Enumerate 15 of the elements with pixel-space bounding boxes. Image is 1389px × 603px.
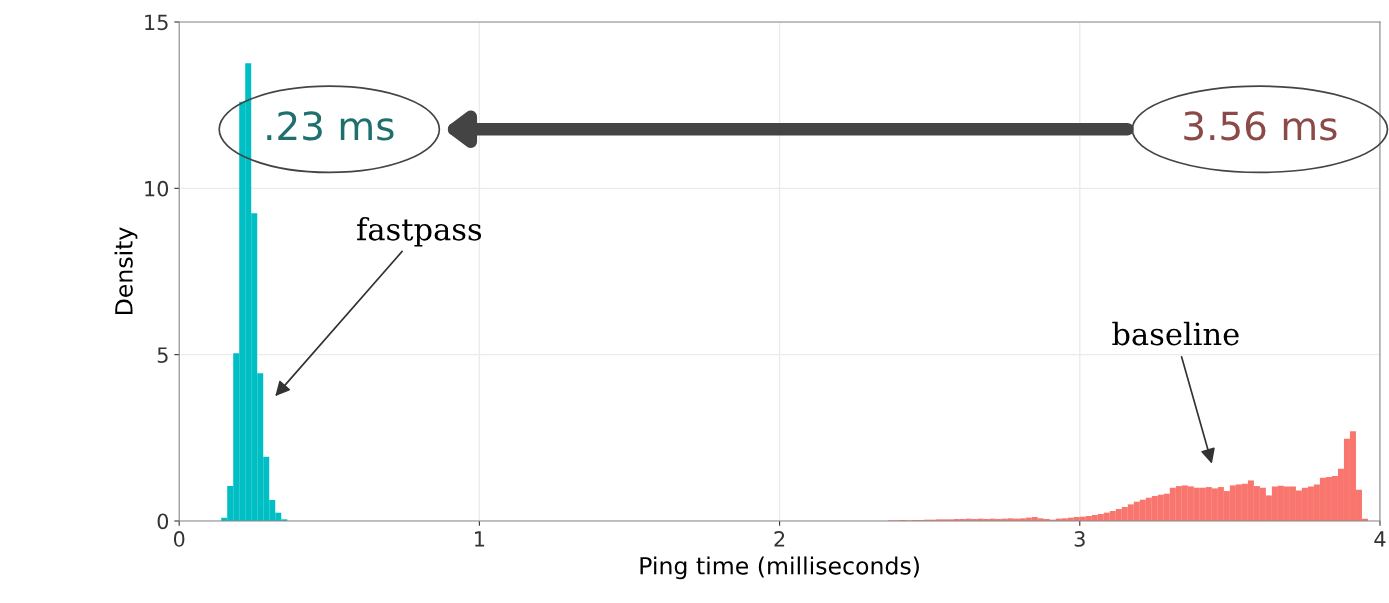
y-tick-label: 15 (145, 14, 168, 31)
x-tick-label: 3 (1074, 531, 1085, 547)
annotation: fastpass (357, 216, 482, 247)
y-tick-label: 10 (145, 180, 169, 197)
x-tick-label: 2 (774, 531, 785, 547)
x-tick-label: 1 (475, 531, 485, 547)
y-tick-label: 5 (157, 347, 168, 363)
annotation: baseline (1112, 321, 1239, 346)
x-axis-title: Ping time (milliseconds) (640, 556, 919, 580)
x-tick-label: 4 (1374, 531, 1386, 547)
y-tick-label: 0 (157, 513, 169, 530)
x-tick-label: 0 (173, 531, 185, 547)
y-axis-title: Density (114, 227, 138, 315)
annotation: .23 ms (267, 111, 394, 141)
annotation: 3.56 ms (1184, 111, 1337, 141)
